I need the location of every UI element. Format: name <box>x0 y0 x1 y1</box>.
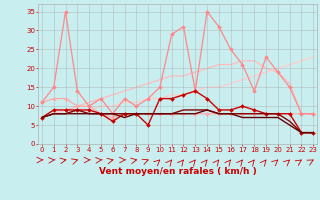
X-axis label: Vent moyen/en rafales ( km/h ): Vent moyen/en rafales ( km/h ) <box>99 167 256 176</box>
